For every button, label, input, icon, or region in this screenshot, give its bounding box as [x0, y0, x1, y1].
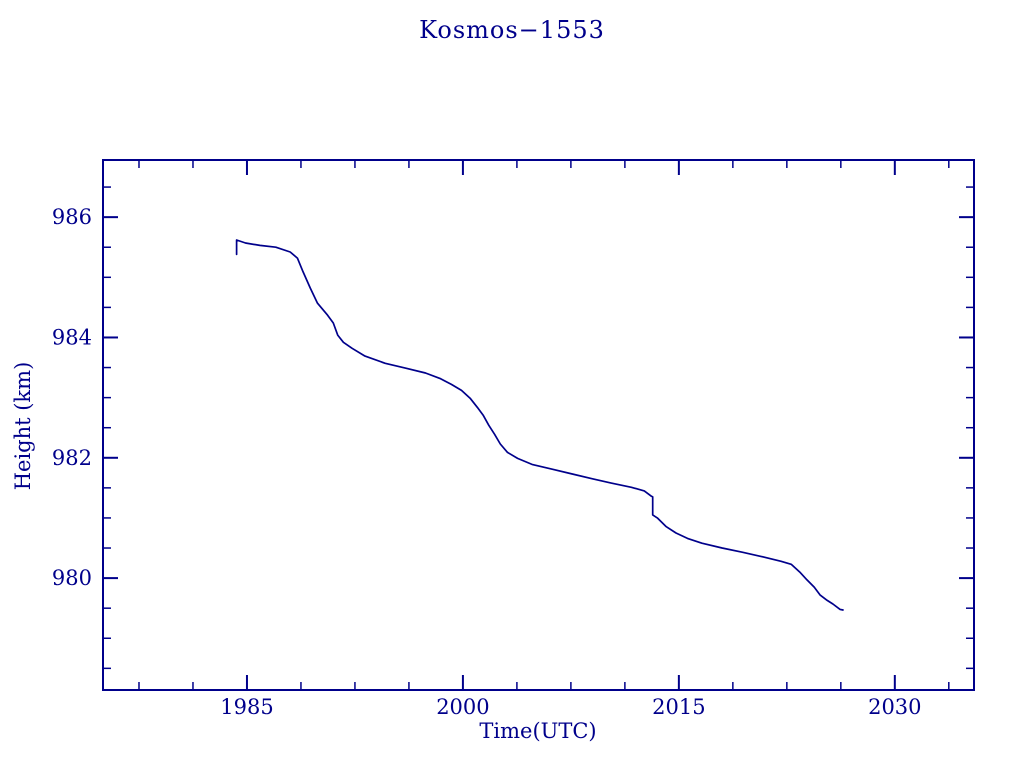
y-axis-tick-label: 986	[52, 205, 92, 229]
x-axis-tick-label: 2015	[652, 695, 705, 719]
chart-title: Kosmos−1553	[419, 16, 605, 44]
plot-frame	[102, 159, 975, 691]
height-curve	[235, 239, 844, 611]
y-axis-tick-label: 982	[52, 446, 92, 470]
x-axis-tick-label: 2000	[436, 695, 489, 719]
y-axis-tick-label: 984	[52, 325, 92, 349]
x-axis-tick-label: 2030	[868, 695, 921, 719]
x-axis-title: Time(UTC)	[479, 719, 597, 743]
y-axis-tick-label: 980	[52, 566, 92, 590]
x-axis-tick-label: 1985	[220, 695, 273, 719]
